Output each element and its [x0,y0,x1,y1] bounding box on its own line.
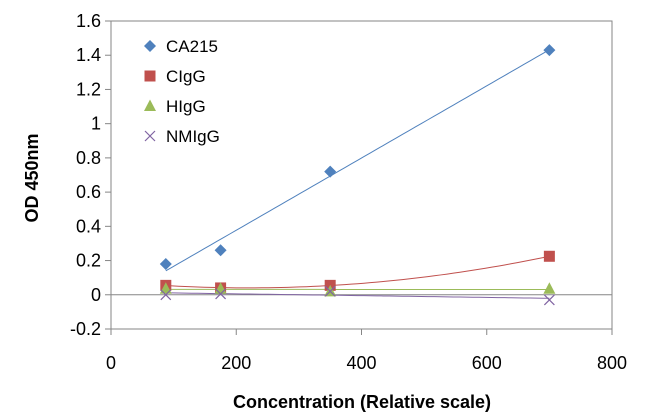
y-tick-label: 0.6 [76,182,101,202]
data-point-higg [543,282,556,294]
data-point-nmigg [215,288,227,300]
legend-marker-cigg [144,70,156,82]
data-point-ca215 [543,44,556,57]
data-point-cigg [543,250,555,262]
x-axis-title: Concentration (Relative scale) [233,392,491,412]
y-tick-label: 1.6 [76,11,101,31]
data-point-nmigg [324,285,336,297]
y-tick-label: 1 [91,114,101,134]
x-tick-label: 200 [221,353,251,373]
legend-label-nmigg: NMIgG [166,127,220,146]
trendline-ca215 [165,49,550,272]
legend-label-higg: HIgG [166,97,206,116]
legend-marker-ca215 [144,40,156,52]
y-tick-label: 1.4 [76,45,101,65]
x-tick-label: 400 [346,353,376,373]
x-tick-label: 0 [106,353,116,373]
trendline-nmigg [165,292,550,299]
x-tick-label: 600 [472,353,502,373]
y-tick-label: -0.2 [70,319,101,339]
legend: CA215 CIgG HIgG NMIgG [144,37,220,146]
data-point-higg [159,282,172,294]
legend-marker-higg [144,99,156,111]
y-tick-label: 1.2 [76,79,101,99]
data-point-ca215 [324,165,337,178]
y-tick-label: 0.2 [76,251,101,271]
y-tick-label: 0.8 [76,148,101,168]
trendlines [165,49,550,299]
data-points [159,44,556,306]
x-tick-label: 800 [597,353,627,373]
data-point-ca215 [214,244,227,257]
legend-marker-nmigg [144,130,156,142]
data-point-nmigg [543,294,555,306]
legend-label-ca215: CA215 [166,37,218,56]
data-point-nmigg [160,289,172,301]
y-tick-label: 0 [91,285,101,305]
legend-label-cigg: CIgG [166,67,206,86]
trendline-cigg [165,255,550,289]
y-tick-label: 0.4 [76,216,101,236]
axes: -0.200.20.40.60.811.21.41.60 200 400 600 800 [70,11,627,373]
y-axis-title: OD 450nm [22,133,42,222]
data-point-ca215 [159,257,172,270]
